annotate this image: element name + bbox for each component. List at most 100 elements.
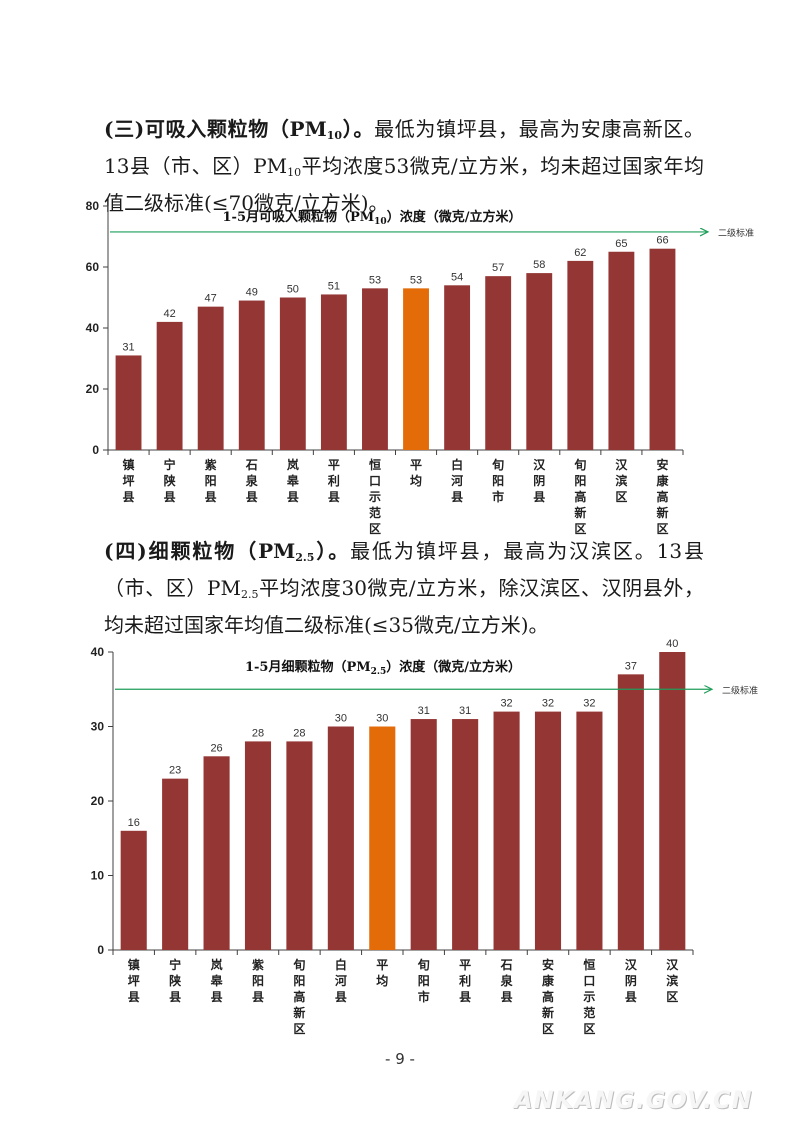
pm25-data-label: 30 <box>335 713 347 725</box>
pm10-data-label: 42 <box>163 308 175 320</box>
pm10-heading: (三)可吸入颗粒物（PM10）。 <box>104 117 375 142</box>
pm10-data-label: 50 <box>287 284 299 296</box>
pm10-data-label: 66 <box>656 235 668 247</box>
pm25-bar <box>286 741 313 950</box>
pm10-heading-end: ）。 <box>342 117 375 141</box>
pm25-data-label: 40 <box>666 638 678 650</box>
pm25-bar <box>244 741 272 950</box>
pm10-bar-chart: 0 20 40 60 80 31 镇坪县 42 宁陕县 47 紫阳县 49 石泉县 50 岚皋县 51 平利县 5… <box>86 199 754 536</box>
pm25-heading-end: ）。 <box>314 539 351 563</box>
pm10-x-tick-label: 紫阳县 <box>205 457 217 504</box>
pm10-bar <box>526 273 553 450</box>
pm10-bar <box>238 300 265 450</box>
pm10-heading-sub: 10 <box>326 129 343 142</box>
pm25-x-tick-label: 恒口示范区 <box>582 957 595 1036</box>
pm10-data-label: 31 <box>122 341 134 353</box>
pm10-x-tick-label: 白河县 <box>450 457 463 504</box>
pm10-x-tick-label: 镇坪县 <box>123 457 135 504</box>
pm25-y-tick-label: 10 <box>91 869 105 883</box>
pm25-bar-chart: 0 10 20 30 40 16 镇坪县 23 宁陕县 26 岚皋县 28 紫阳县 28 旬阳高新区 30 白河… <box>91 638 758 1036</box>
pm25-standard-label: 二级标准 <box>722 684 758 696</box>
pm25-data-label: 30 <box>376 713 388 725</box>
pm10-y-tick-label: 0 <box>92 443 99 457</box>
pm25-text-sub: 2.5 <box>240 588 259 601</box>
pm10-data-label: 49 <box>246 287 258 299</box>
pm10-x-tick-label: 平利县 <box>328 458 340 504</box>
pm25-y-tick-label: 30 <box>91 720 105 734</box>
pm25-data-label: 32 <box>583 698 595 710</box>
pm25-bar <box>534 711 562 950</box>
pm25-heading-text: (四)细颗粒物（PM <box>104 539 296 563</box>
pm10-x-tick-label: 宁陕县 <box>164 457 176 504</box>
pm10-data-label: 51 <box>328 280 340 292</box>
pm25-bar <box>617 674 644 950</box>
pm25-data-label: 16 <box>128 817 140 829</box>
pm25-bar <box>576 711 603 950</box>
pm10-text-2: 平均浓度53微克/立方米，均未超过国家年均值二级标准(≤70微克/立方米)。 <box>104 154 704 215</box>
pm10-text-sub: 10 <box>287 166 302 179</box>
site-watermark: ANKANG.GOV.CN <box>514 1086 753 1114</box>
pm25-x-tick-label: 汉阴县 <box>625 957 638 1004</box>
pm10-bar <box>485 276 512 450</box>
pm25-text-2: 平均浓度30微克/立方米，除汉滨区、汉阴县外，均未超过国家年均值二级标准(≤35… <box>104 576 704 637</box>
pm10-x-tick-label: 旬阳高新区 <box>573 457 586 536</box>
pm25-bar <box>203 756 230 950</box>
pm10-x-tick-label: 恒口示范区 <box>368 457 381 536</box>
pm10-bar <box>567 260 594 450</box>
pm25-bar <box>162 778 189 950</box>
pm10-bar <box>362 288 388 450</box>
pm10-x-tick-label: 岚皋县 <box>287 457 300 504</box>
pm25-x-tick-label: 紫阳县 <box>252 957 264 1004</box>
pm10-x-tick-label: 石泉县 <box>245 458 259 504</box>
pm25-data-label: 37 <box>625 660 637 672</box>
pm10-bar <box>320 294 347 450</box>
pm25-bar <box>369 726 396 950</box>
pm25-y-tick-label: 40 <box>91 645 105 659</box>
pm25-x-tick-label: 镇坪县 <box>128 957 140 1004</box>
pm25-heading-sub: 2.5 <box>295 551 315 564</box>
pm10-x-tick-label: 汉阴县 <box>533 457 546 504</box>
pm10-bar <box>649 248 676 450</box>
pm25-bar <box>410 719 437 950</box>
pm25-data-label: 31 <box>459 705 471 717</box>
pm10-bar <box>403 288 429 450</box>
pm10-data-label: 53 <box>369 274 381 286</box>
pm25-data-label: 23 <box>169 765 181 777</box>
pm25-data-label: 32 <box>542 698 554 710</box>
pm10-y-tick-label: 60 <box>86 260 100 274</box>
pm10-heading-text: (三)可吸入颗粒物（PM <box>104 117 327 141</box>
pm10-data-label: 58 <box>533 259 545 271</box>
pm25-bar <box>327 726 354 950</box>
page-number: - 9 - <box>385 1050 415 1068</box>
pm10-x-tick-label: 汉滨区 <box>615 457 628 504</box>
pm10-bar <box>444 285 471 450</box>
pm25-heading: (四)细颗粒物（PM2.5）。 <box>104 539 351 564</box>
pm25-x-tick-label: 白河县 <box>334 957 347 1004</box>
pm10-x-tick-label: 平均 <box>410 458 422 488</box>
pm25-x-tick-label: 平利县 <box>459 958 471 1004</box>
pm25-y-tick-label: 0 <box>97 943 104 957</box>
pm25-y-tick-label: 20 <box>91 794 105 808</box>
pm10-data-label: 57 <box>492 262 504 274</box>
pm25-bar <box>120 830 147 950</box>
pm25-x-tick-label: 旬阳高新区 <box>292 957 305 1036</box>
pm10-data-label: 53 <box>410 274 422 286</box>
pm10-bar <box>115 355 142 450</box>
pm25-text-1: 最低为镇坪县，最高为汉滨区。13县（市、区）PM <box>104 539 705 600</box>
pm25-x-tick-label: 平均 <box>376 958 388 988</box>
pm25-x-tick-label: 汉滨区 <box>666 957 679 1004</box>
pm10-bar <box>608 251 635 450</box>
pm10-y-tick-label: 40 <box>86 321 100 335</box>
pm25-paragraph: (四)细颗粒物（PM2.5）。最低为镇坪县，最高为汉滨区。13县（市、区）PM2… <box>104 536 704 641</box>
pm25-bar <box>452 719 479 950</box>
pm25-x-tick-label: 旬阳市 <box>417 957 430 1004</box>
pm25-data-label: 32 <box>500 698 512 710</box>
pm10-bar <box>279 297 306 450</box>
pm25-bar <box>493 711 520 950</box>
pm25-data-label: 28 <box>252 727 264 739</box>
pm10-bar <box>156 321 183 450</box>
pm25-x-tick-label: 石泉县 <box>500 958 514 1004</box>
pm10-data-label: 47 <box>205 293 217 305</box>
pm10-paragraph: (三)可吸入颗粒物（PM10）。最低为镇坪县，最高为安康高新区。13县（市、区）… <box>104 114 704 219</box>
pm10-bar <box>197 306 224 450</box>
